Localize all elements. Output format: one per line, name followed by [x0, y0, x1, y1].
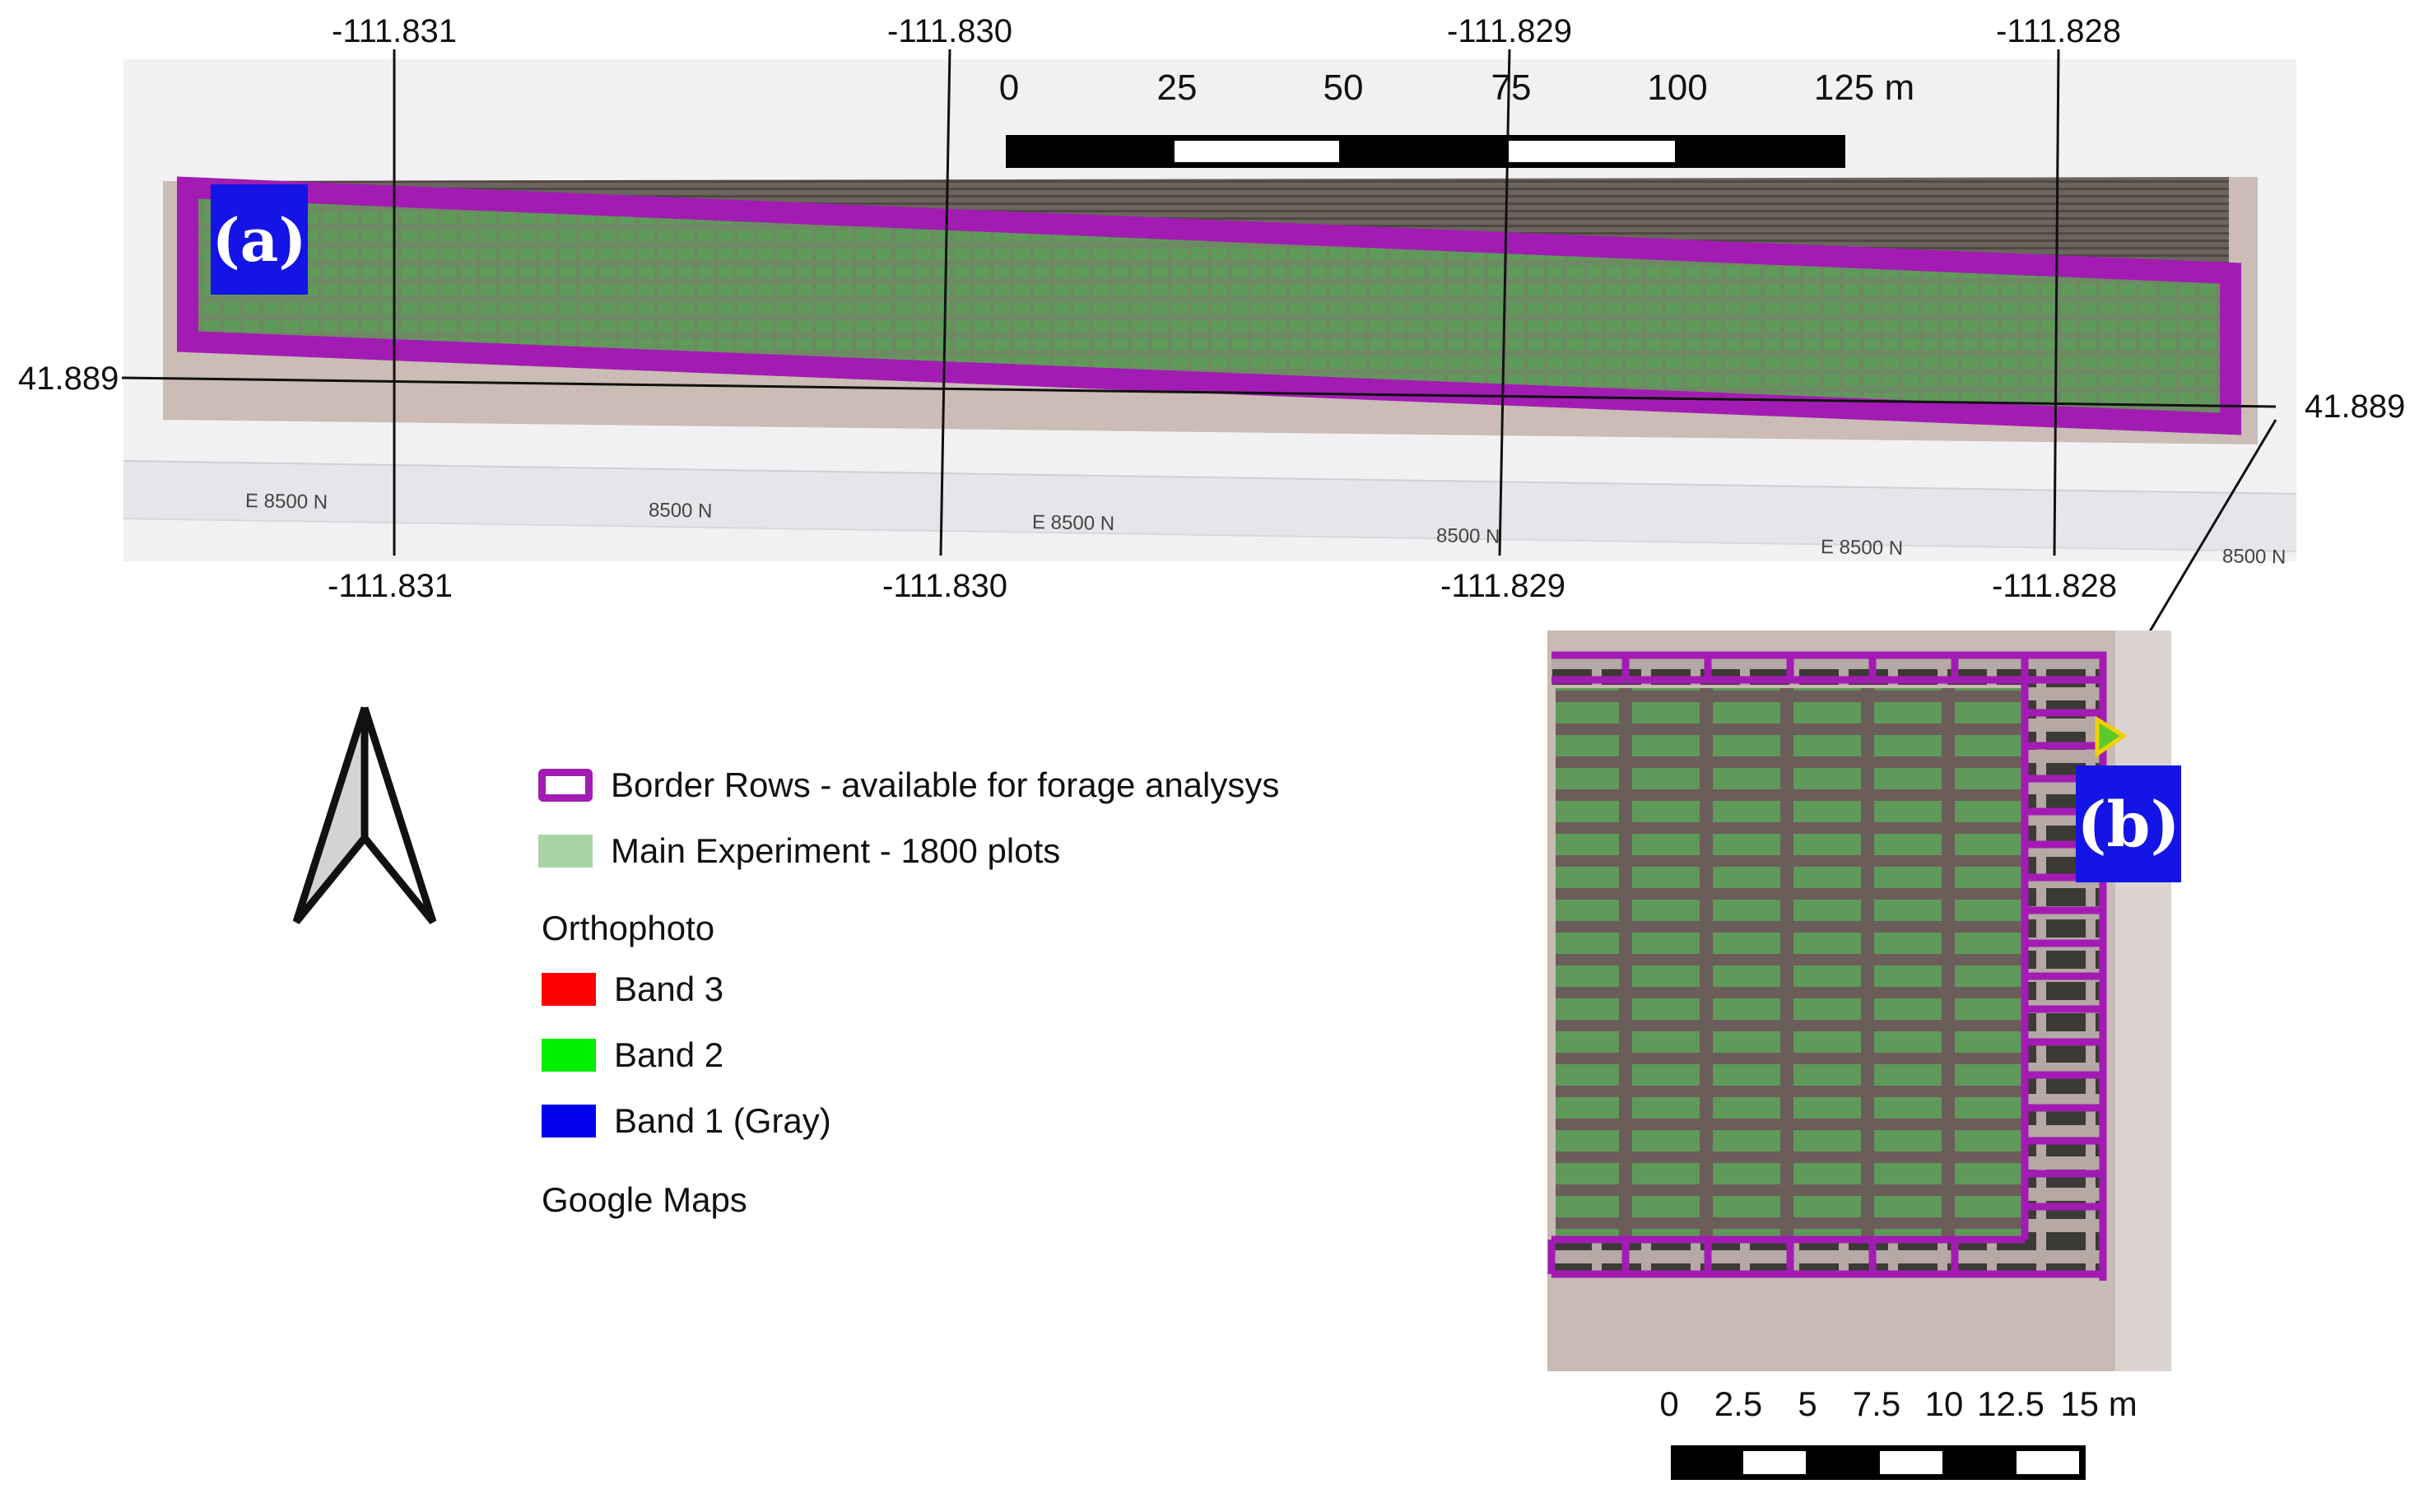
legend-main-experiment: Main Experiment - 1800 plots — [538, 831, 1060, 871]
legend-band-2: Band 2 — [542, 1035, 723, 1075]
map-a-panel: 0 25 50 75 100 125 m -111.831 -111.830 -… — [0, 0, 2419, 609]
legend-band2-label: Band 2 — [614, 1035, 724, 1074]
north-arrow-icon — [292, 706, 437, 924]
legend-band1-swatch — [542, 1105, 596, 1137]
map-b-orthophoto — [1547, 630, 2171, 1371]
scale-a-tick-2: 50 — [1323, 67, 1364, 108]
scale-b-tick-6: 15 m — [2060, 1384, 2138, 1423]
lon-top-2: -111.830 — [887, 13, 1012, 49]
legend-border-label: Border Rows - available for forage analy… — [611, 765, 1280, 804]
main-plots-inset — [1556, 688, 2033, 1264]
border-rows-outline — [177, 176, 2241, 435]
lon-bottom-2: -111.830 — [882, 568, 1007, 604]
legend-band2-swatch — [542, 1039, 596, 1072]
legend-basemap-header: Google Maps — [542, 1180, 747, 1219]
scale-a-tick-5: 125 m — [1813, 67, 1915, 108]
scale-a-tick-4: 100 — [1647, 67, 1708, 108]
legend-border-rows: Border Rows - available for forage analy… — [538, 765, 1279, 805]
location-marker-icon — [2095, 715, 2128, 758]
lon-bottom-1: -111.831 — [328, 568, 453, 604]
panel-a-label: (a) — [211, 184, 308, 295]
map-a-road — [123, 460, 2296, 552]
legend-band3-swatch — [542, 973, 596, 1006]
map-a-graticule — [121, 49, 2277, 556]
lon-bottom-3: -111.829 — [1440, 568, 1565, 604]
legend-main-swatch — [538, 835, 593, 868]
map-b-scale-bar — [1671, 1445, 2086, 1480]
map-b-panel: (b) 0 2.5 5 7.5 10 12.5 15 m — [1547, 630, 2389, 1512]
legend-band3-label: Band 3 — [614, 970, 724, 1008]
scale-b-tick-1: 2.5 — [1714, 1384, 1763, 1423]
legend-main-label: Main Experiment - 1800 plots — [611, 831, 1061, 870]
legend-band1-label: Band 1 (Gray) — [614, 1101, 831, 1140]
legend-border-swatch — [538, 769, 593, 802]
panel-b-label: (b) — [2076, 765, 2181, 882]
scale-b-tick-5: 12.5 — [1977, 1384, 2045, 1423]
map-a-scale-bar — [1006, 135, 1845, 168]
scale-b-tick-2: 5 — [1798, 1384, 1817, 1423]
lat-left: 41.889 — [18, 361, 119, 397]
scale-a-tick-0: 0 — [998, 67, 1020, 108]
map-a-orthophoto — [163, 176, 2258, 444]
lon-top-1: -111.831 — [332, 13, 457, 49]
lon-top-4: -111.828 — [1996, 13, 2121, 49]
scale-b-tick-4: 10 — [1924, 1384, 1964, 1423]
legend-band-1: Band 1 (Gray) — [542, 1101, 831, 1141]
lon-bottom-4: -111.828 — [1992, 568, 2117, 604]
scale-a-tick-1: 25 — [1156, 67, 1198, 108]
lat-right: 41.889 — [2305, 388, 2406, 425]
scale-b-tick-0: 0 — [1659, 1384, 1679, 1423]
scale-b-tick-3: 7.5 — [1852, 1384, 1901, 1423]
legend-orthophoto-header: Orthophoto — [542, 909, 715, 947]
legend-band-3: Band 3 — [542, 970, 723, 1009]
scale-a-tick-3: 75 — [1491, 67, 1532, 108]
lon-top-3: -111.829 — [1447, 13, 1572, 49]
